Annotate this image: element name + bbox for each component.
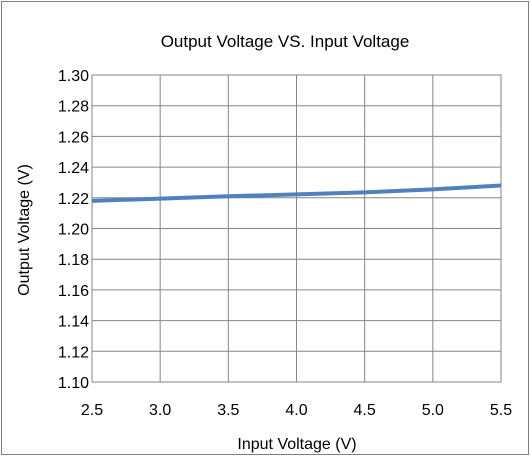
grid (91, 74, 502, 383)
series-layer (91, 183, 502, 203)
x-tick-label: 5.0 (422, 402, 444, 419)
series-line (91, 183, 502, 203)
y-tick-labels: 1.10 1.12 1.14 1.16 1.18 1.20 1.22 1.24 1.26 1.28… (58, 68, 89, 392)
y-axis-label: Output Voltage (V) (16, 164, 33, 296)
y-tick-label: 1.22 (58, 191, 89, 208)
x-tick-label: 3.5 (217, 402, 239, 419)
y-tick-label: 1.10 (58, 375, 89, 392)
y-tick-label: 1.12 (58, 344, 89, 361)
x-tick-label: 3.0 (149, 402, 171, 419)
chart-title: Output Voltage VS. Input Voltage (161, 32, 410, 51)
y-tick-label: 1.28 (58, 99, 89, 116)
y-tick-label: 1.16 (58, 283, 89, 300)
y-tick-label: 1.26 (58, 129, 89, 146)
y-tick-label: 1.24 (58, 160, 89, 177)
y-tick-label: 1.14 (58, 314, 89, 331)
x-axis-label: Input Voltage (V) (237, 436, 356, 453)
y-tick-label: 1.30 (58, 68, 89, 85)
x-tick-label: 4.0 (285, 402, 307, 419)
y-tick-label: 1.18 (58, 252, 89, 269)
x-tick-label: 4.5 (354, 402, 376, 419)
x-tick-label: 5.5 (490, 402, 512, 419)
plot-area (91, 74, 502, 383)
plot-border (91, 74, 502, 383)
x-tick-label: 2.5 (81, 402, 103, 419)
x-tick-labels: 2.5 3.0 3.5 4.0 4.5 5.0 5.5 (81, 402, 512, 419)
y-tick-label: 1.20 (58, 222, 89, 239)
chart-frame: Output Voltage VS. Input Voltage 1.10 1.1… (1, 1, 529, 455)
